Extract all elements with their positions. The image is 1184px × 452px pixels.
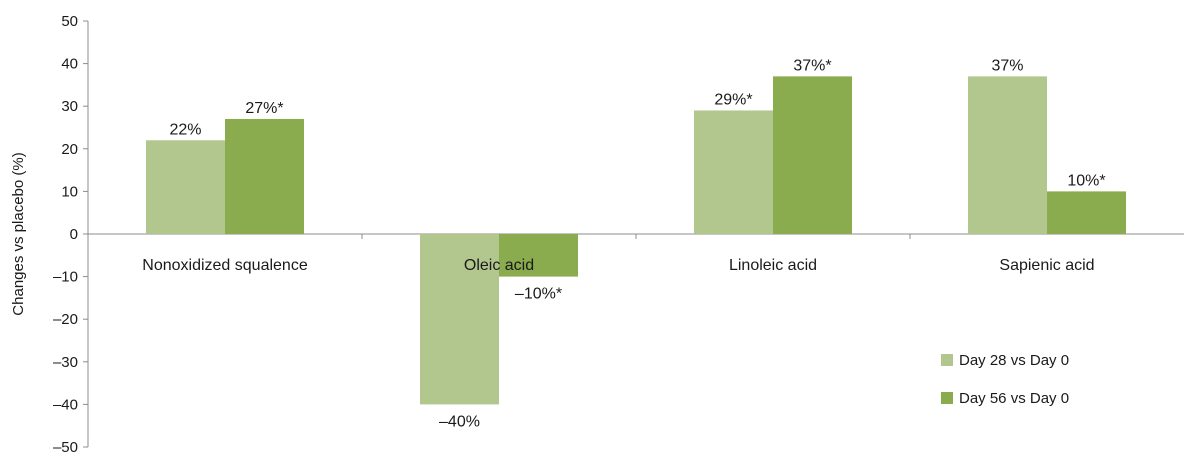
bar-day28 <box>146 140 225 234</box>
bar-day28 <box>420 234 499 405</box>
data-label: 27%* <box>245 100 283 117</box>
y-tick-label: 40 <box>61 56 78 73</box>
bar-day28 <box>968 76 1047 234</box>
y-tick-label: 30 <box>61 98 78 115</box>
bar-day56 <box>225 118 304 234</box>
data-labels: 22% 27%* –40% –10%* 29%* 37%* 37% 10%* <box>169 57 1105 430</box>
y-tick-label: 10 <box>61 183 78 200</box>
bar-day56 <box>499 234 578 277</box>
data-label: 29%* <box>714 91 752 108</box>
data-label: –40% <box>439 413 480 430</box>
bar-day56 <box>773 76 852 234</box>
y-tick-label: –40 <box>53 396 78 413</box>
legend-swatch <box>941 392 953 404</box>
y-tick-label: –30 <box>53 354 78 371</box>
legend: Day 28 vs Day 0 Day 56 vs Day 0 <box>941 352 1069 407</box>
category-labels: Nonoxidized squalence Oleic acid Linoleic … <box>142 257 1094 274</box>
legend-label: Day 56 vs Day 0 <box>959 390 1069 407</box>
bars <box>146 76 1126 405</box>
category-label: Nonoxidized squalence <box>142 257 308 274</box>
legend-label: Day 28 vs Day 0 <box>959 352 1069 369</box>
x-axis <box>88 233 1184 239</box>
data-label: 10%* <box>1067 172 1105 189</box>
legend-swatch <box>941 354 953 366</box>
y-axis-title: Changes vs placebo (%) <box>10 152 27 315</box>
data-label: 37%* <box>793 57 831 74</box>
y-tick-label: 50 <box>61 13 78 30</box>
data-label: 22% <box>169 121 201 138</box>
y-tick-label: 20 <box>61 141 78 158</box>
y-tick-label: –50 <box>53 439 78 452</box>
data-label: 37% <box>991 57 1023 74</box>
category-label: Oleic acid <box>464 257 534 274</box>
category-label: Sapienic acid <box>999 257 1094 274</box>
y-tick-label: –10 <box>53 269 78 286</box>
y-tick-label: 0 <box>70 226 78 243</box>
data-label: –10%* <box>515 286 562 303</box>
bar-day28 <box>694 110 773 234</box>
category-label: Linoleic acid <box>729 257 817 274</box>
y-axis: 50 40 30 20 10 0 –10 –20 –30 –40 –50 <box>53 13 89 452</box>
y-tick-label: –20 <box>53 311 78 328</box>
bar-day56 <box>1047 191 1126 234</box>
